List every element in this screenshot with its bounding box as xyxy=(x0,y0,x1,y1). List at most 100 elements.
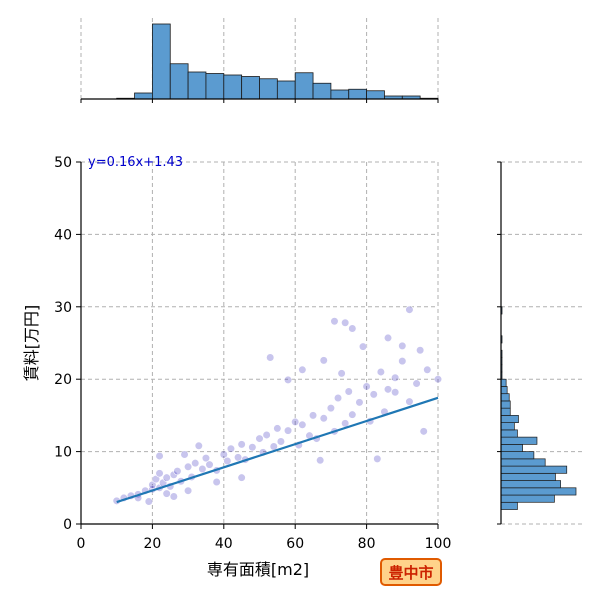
scatter-point xyxy=(341,318,350,327)
scatter-point xyxy=(233,453,243,462)
city-badge-label: 豊中市 xyxy=(388,564,433,582)
scatter-point xyxy=(194,441,203,450)
scatter-point xyxy=(433,375,443,384)
right-hist-bar xyxy=(500,444,523,452)
scatter-point xyxy=(191,459,200,468)
right-hist-bar xyxy=(500,393,510,402)
scatter-point xyxy=(391,373,400,382)
scatter-points xyxy=(112,305,443,506)
scatter-point xyxy=(416,346,425,355)
scatter-point xyxy=(255,434,264,443)
scatter-point xyxy=(398,341,407,350)
right-hist-bar xyxy=(500,451,535,460)
scatter-point xyxy=(276,437,286,446)
scatter-point xyxy=(291,417,300,427)
top-hist-bar xyxy=(134,92,153,100)
scatter-point xyxy=(319,414,328,423)
y-tick-label: 40 xyxy=(54,227,72,243)
scatter-point xyxy=(162,473,171,482)
x-tick-label: 80 xyxy=(358,536,376,552)
scatter-point xyxy=(419,427,428,436)
scatter-point xyxy=(348,324,357,333)
scatter-point xyxy=(226,444,236,453)
top-hist-bar xyxy=(187,71,207,100)
x-tick-label: 60 xyxy=(286,536,304,552)
scatter-point xyxy=(266,353,275,362)
city-badge: 豊中市 xyxy=(380,558,442,586)
scatter-point xyxy=(180,450,189,459)
scatter-point xyxy=(184,462,193,471)
scatter-point xyxy=(298,365,307,374)
scatter-point xyxy=(369,390,378,399)
scatter-point xyxy=(362,382,371,391)
top-marginal-histogram xyxy=(116,23,439,100)
top-hist-bar xyxy=(276,80,296,100)
scatter-point xyxy=(162,489,171,498)
scatter-point xyxy=(333,393,343,403)
scatter-point xyxy=(155,451,164,461)
right-hist-bar xyxy=(500,436,538,445)
scatter-point xyxy=(219,450,228,459)
scatter-point xyxy=(223,456,232,466)
scatter-point xyxy=(184,486,193,495)
right-hist-bar xyxy=(500,480,561,489)
right-hist-bar xyxy=(500,386,508,395)
scatter-point xyxy=(330,317,339,326)
x-tick-label: 0 xyxy=(77,536,86,552)
right-hist-bar xyxy=(500,422,515,431)
scatter-point xyxy=(373,454,382,463)
scatter-point xyxy=(391,388,400,397)
scatter-point xyxy=(383,333,393,343)
scatter-point xyxy=(198,464,207,474)
top-hist-bar xyxy=(241,76,260,100)
y-axis-label: 賃料[万円] xyxy=(22,305,41,382)
top-hist-bar xyxy=(223,74,243,100)
right-hist-bar xyxy=(500,415,519,423)
regression-line xyxy=(116,396,439,504)
scatter-point xyxy=(326,404,336,413)
scatter-point xyxy=(248,443,257,452)
top-hist-bar xyxy=(294,72,314,100)
scatter-point xyxy=(398,357,407,366)
scatter-point xyxy=(283,375,293,385)
scatter-point xyxy=(405,305,414,314)
y-tick-label: 10 xyxy=(54,445,72,461)
scatter-point xyxy=(144,497,153,506)
right-hist-bar xyxy=(500,494,555,503)
right-hist-bar xyxy=(500,458,546,467)
scatter-point xyxy=(169,492,178,501)
top-hist-bar xyxy=(348,88,368,100)
right-hist-bar xyxy=(500,487,577,496)
y-tick-label: 30 xyxy=(54,300,72,316)
scatter-point xyxy=(412,379,421,388)
top-hist-bar xyxy=(330,89,350,100)
scatter-point xyxy=(201,454,211,463)
scatter-point xyxy=(319,356,328,365)
scatter-point xyxy=(273,424,282,433)
scatter-point xyxy=(308,411,318,420)
top-hist-bar xyxy=(259,78,278,100)
y-tick-label: 20 xyxy=(54,372,72,388)
y-tick-label: 50 xyxy=(54,155,72,171)
right-hist-bar xyxy=(500,429,518,438)
top-hist-bar xyxy=(312,82,332,100)
scatter-point xyxy=(348,410,357,419)
right-hist-bar xyxy=(500,407,511,416)
scatter-point xyxy=(155,469,164,478)
right-marginal-histogram xyxy=(500,306,577,510)
scatter-point xyxy=(173,467,182,476)
top-hist-bar xyxy=(151,23,171,100)
axes-layer: 0 20 40 60 80 100 0 10 20 30 40 50 xyxy=(54,98,502,552)
scatter-point xyxy=(262,430,271,440)
scatter-point xyxy=(423,365,432,374)
y-tick-label: 0 xyxy=(63,517,72,533)
x-tick-label: 20 xyxy=(143,536,161,552)
regression-equation: y=0.16x+1.43 xyxy=(88,155,183,170)
x-tick-label: 40 xyxy=(215,536,233,552)
top-hist-bar xyxy=(366,90,385,100)
right-hist-bar xyxy=(500,501,518,510)
scatter-point xyxy=(316,456,325,465)
scatter-point xyxy=(358,342,368,351)
scatter-point xyxy=(376,367,385,377)
